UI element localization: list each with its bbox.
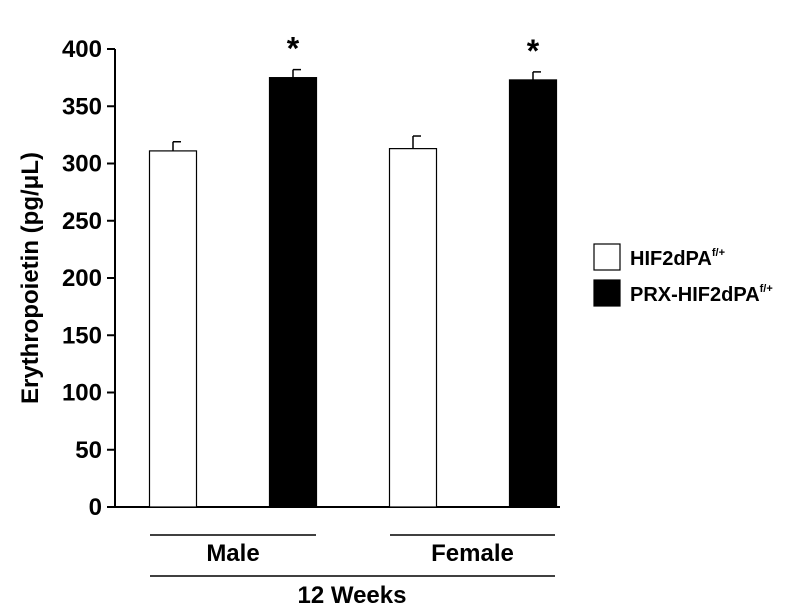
category-label: Male: [206, 540, 259, 567]
y-tick-label: 200: [62, 265, 102, 292]
legend-entry: HIF2dPAf/+: [630, 247, 725, 270]
y-tick-label: 300: [62, 151, 102, 178]
y-tick-label: 50: [75, 437, 102, 464]
labels: * * Male Female 12 Weeks: [150, 31, 555, 609]
y-tick-label: 100: [62, 380, 102, 407]
category-label: Female: [431, 540, 514, 567]
bar: [508, 79, 558, 508]
significance-mark: *: [287, 31, 300, 67]
legend-swatch: [593, 243, 621, 271]
legend-swatch: [593, 279, 621, 307]
y-axis-title: Erythropoietin (pg/μL): [17, 152, 44, 404]
y-tick-label: 0: [89, 494, 102, 521]
outer-group-label: 12 Weeks: [298, 582, 407, 609]
significance-mark: *: [527, 33, 540, 69]
bar: [268, 77, 318, 508]
y-tick-label: 250: [62, 208, 102, 235]
axes: 0 50 100 150 200 250 300 350 400 Erythropoietin (…: [17, 36, 560, 521]
y-tick-label: 400: [62, 36, 102, 63]
bar: [388, 148, 438, 508]
legend-entry-name: PRX-HIF2dPA: [630, 284, 760, 306]
y-tick-label: 150: [62, 322, 102, 349]
y-tick-label: 350: [62, 93, 102, 120]
legend: HIF2dPAf/+PRX-HIF2dPAf/+: [593, 243, 773, 307]
legend-entry-name: HIF2dPA: [630, 248, 712, 270]
bar: [148, 150, 198, 508]
legend-entry: PRX-HIF2dPAf/+: [630, 283, 773, 306]
legend-entry-superscript: f/+: [712, 247, 725, 259]
bars: [148, 68, 558, 508]
legend-entry-superscript: f/+: [760, 283, 773, 295]
